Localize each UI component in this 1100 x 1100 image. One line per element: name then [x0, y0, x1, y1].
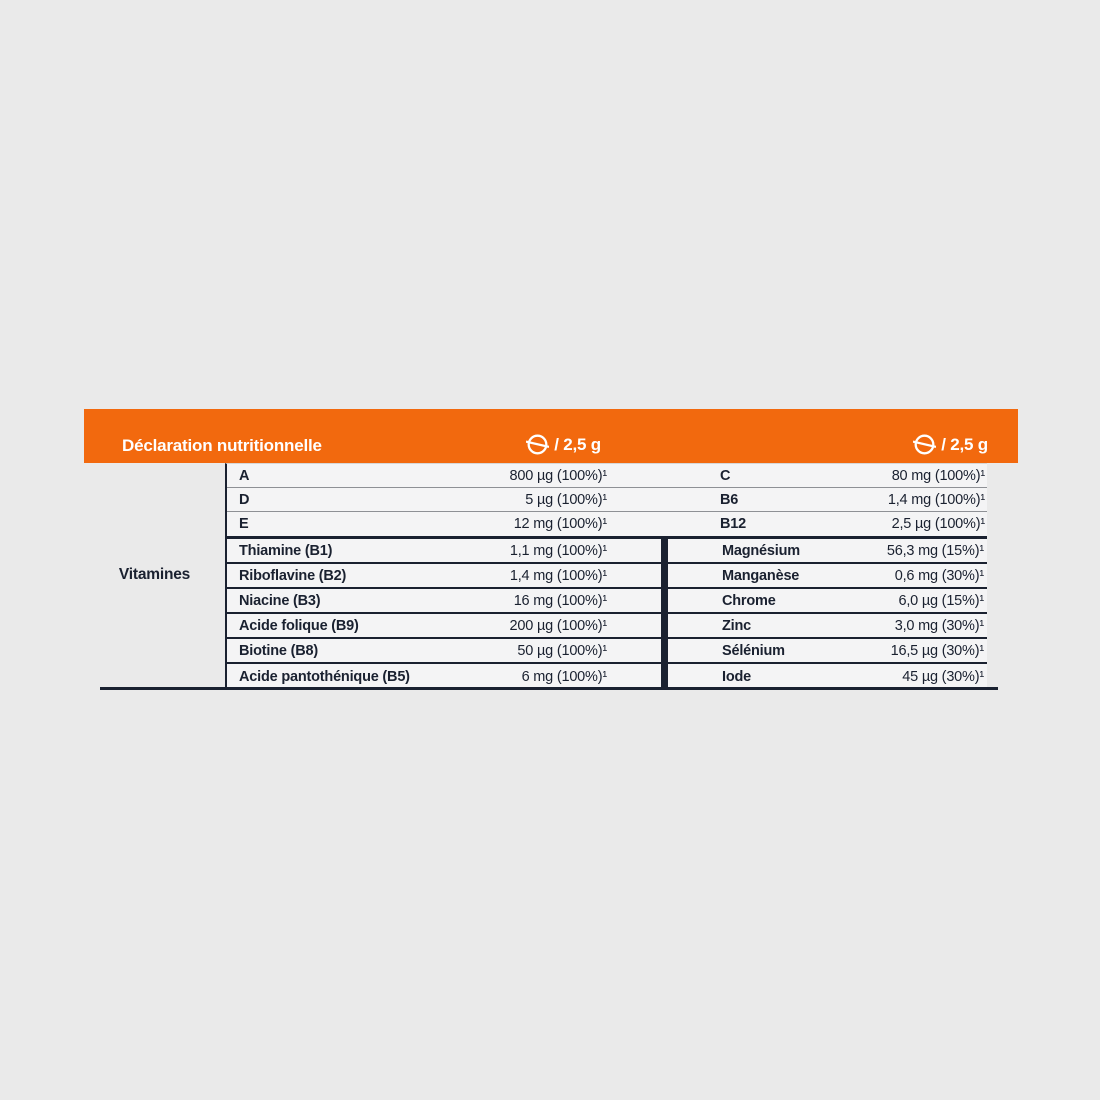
table-bottom-rule [100, 687, 998, 690]
nutrient-value: 5 µg (100%)¹ [525, 491, 607, 508]
nutrition-header-bar: Déclaration nutritionnelle / 2,5 g / 2,5… [84, 409, 1018, 463]
table-row: Sélénium 16,5 µg (30%)¹ [668, 639, 987, 664]
nutrient-value: 800 µg (100%)¹ [509, 467, 608, 484]
nutrient-label: Magnésium [722, 542, 800, 559]
nutrient-label: Niacine (B3) [239, 592, 321, 609]
tablet-icon [913, 434, 937, 455]
nutrient-label: C [720, 467, 731, 484]
dose-amount-label: / 2,5 g [941, 434, 988, 454]
table-row: Riboflavine (B2) 1,4 mg (100%)¹ [227, 564, 661, 589]
table-divider-bar [661, 536, 668, 689]
nutrient-label: Chrome [722, 592, 776, 609]
table-row: Biotine (B8) 50 µg (100%)¹ [227, 639, 661, 664]
nutrient-label: Thiamine (B1) [239, 542, 333, 559]
nutrition-table: A 800 µg (100%)¹ C 80 mg (100%)¹ D 5 µg (100%… [225, 463, 987, 689]
table-row: Chrome 6,0 µg (15%)¹ [668, 589, 987, 614]
vitamins-b-table: Thiamine (B1) 1,1 mg (100%)¹ Riboflavine (… [227, 536, 661, 689]
dose-amount-label: / 2,5 g [554, 434, 601, 454]
nutrient-value: 0,6 mg (30%)¹ [894, 567, 984, 584]
nutrient-label: Manganèse [722, 567, 800, 584]
table-row: Manganèse 0,6 mg (30%)¹ [668, 564, 987, 589]
nutrient-label: B12 [720, 516, 746, 532]
nutrient-value: 200 µg (100%)¹ [509, 617, 608, 634]
nutrient-value: 6,0 µg (15%)¹ [898, 592, 984, 609]
nutrient-value: 12 mg (100%)¹ [513, 516, 608, 532]
nutrient-value: 3,0 mg (30%)¹ [894, 617, 984, 634]
table-row: D 5 µg (100%)¹ B6 1,4 mg (100%)¹ [227, 488, 987, 512]
nutrient-value: 80 mg (100%)¹ [891, 467, 986, 484]
dose-per-serving-center: / 2,5 g [526, 433, 601, 456]
tablet-icon [526, 434, 550, 455]
nutrient-label: Riboflavine (B2) [239, 567, 347, 584]
table-row: Iode 45 µg (30%)¹ [668, 664, 987, 689]
nutrient-value: 1,4 mg (100%)¹ [509, 567, 607, 584]
table-row: Magnésium 56,3 mg (15%)¹ [668, 539, 987, 564]
nutrient-value: 50 µg (100%)¹ [517, 642, 607, 659]
dose-per-serving-right: / 2,5 g [913, 433, 988, 456]
nutrient-label: Iode [722, 668, 752, 685]
nutrient-value: 1,1 mg (100%)¹ [509, 542, 607, 559]
nutrient-label: E [239, 516, 249, 532]
table-row: Acide folique (B9) 200 µg (100%)¹ [227, 614, 661, 639]
table-row: E 12 mg (100%)¹ B12 2,5 µg (100%)¹ [227, 512, 987, 536]
nutrient-value: 1,4 mg (100%)¹ [887, 491, 985, 508]
nutrient-label: Biotine (B8) [239, 642, 318, 659]
nutrition-header-title: Déclaration nutritionnelle [122, 436, 322, 455]
nutrient-value: 56,3 mg (15%)¹ [886, 542, 984, 559]
nutrient-label: Sélénium [722, 642, 785, 659]
top-rows: A 800 µg (100%)¹ C 80 mg (100%)¹ D 5 µg (100%… [227, 464, 987, 536]
nutrient-value: 2,5 µg (100%)¹ [891, 516, 986, 532]
nutrient-label: A [239, 467, 250, 484]
nutrient-value: 6 mg (100%)¹ [521, 668, 608, 685]
table-row: Acide pantothénique (B5) 6 mg (100%)¹ [227, 664, 661, 689]
table-row: A 800 µg (100%)¹ C 80 mg (100%)¹ [227, 464, 987, 488]
lower-section: Thiamine (B1) 1,1 mg (100%)¹ Riboflavine (… [227, 536, 987, 689]
nutrient-label: B6 [720, 491, 739, 508]
table-row: Zinc 3,0 mg (30%)¹ [668, 614, 987, 639]
nutrient-label: Acide pantothénique (B5) [239, 668, 410, 685]
nutrient-label: Zinc [722, 617, 752, 634]
row-group-label-vitamines: Vitamines [118, 566, 191, 583]
nutrient-label: D [239, 491, 250, 508]
nutrient-value: 16 mg (100%)¹ [513, 592, 608, 609]
nutrient-label: Acide folique (B9) [239, 617, 359, 634]
minerals-table: Magnésium 56,3 mg (15%)¹ Manganèse 0,6 mg (… [668, 536, 987, 689]
nutrient-value: 45 µg (30%)¹ [902, 668, 984, 685]
table-row: Niacine (B3) 16 mg (100%)¹ [227, 589, 661, 614]
table-row: Thiamine (B1) 1,1 mg (100%)¹ [227, 539, 661, 564]
nutrient-value: 16,5 µg (30%)¹ [890, 642, 985, 659]
